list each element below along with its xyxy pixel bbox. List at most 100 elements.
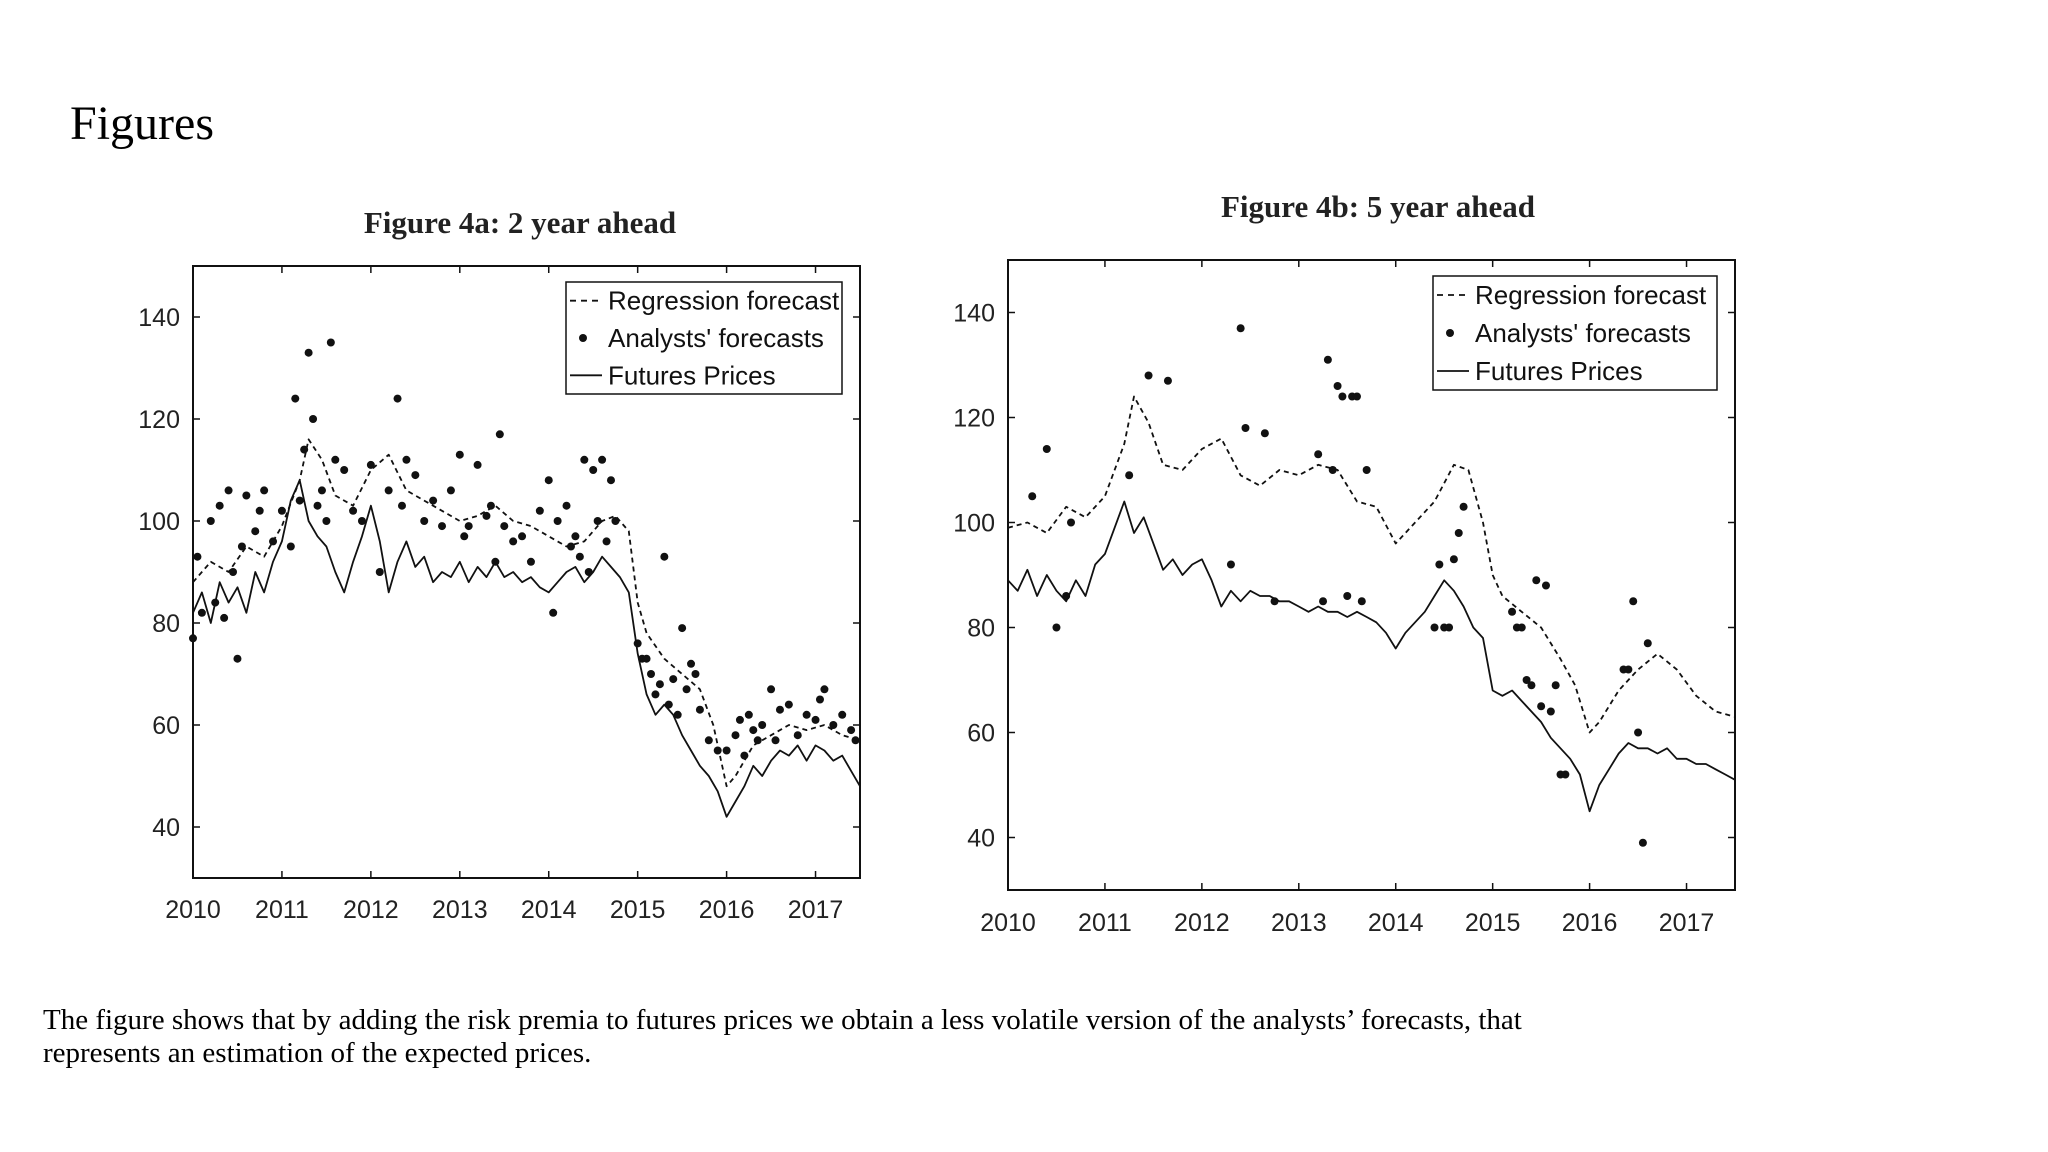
analyst-forecast-point bbox=[593, 517, 602, 525]
analyst-forecast-point bbox=[851, 736, 860, 745]
legend-label: Futures Prices bbox=[1475, 356, 1643, 386]
chart-title: Figure 4b: 5 year ahead bbox=[1221, 189, 1535, 224]
analyst-forecast-point bbox=[1435, 560, 1444, 569]
y-tick-label: 120 bbox=[138, 406, 180, 434]
analyst-forecast-point bbox=[771, 736, 780, 745]
analyst-forecast-point bbox=[1454, 529, 1463, 537]
analyst-forecast-point bbox=[237, 542, 246, 551]
analyst-forecast-point bbox=[455, 450, 464, 459]
analyst-forecast-point bbox=[1144, 371, 1153, 380]
analyst-forecast-point bbox=[1323, 355, 1332, 364]
regression-forecast-line bbox=[1007, 395, 1736, 734]
x-tick-label: 2013 bbox=[432, 896, 488, 924]
analyst-forecast-point bbox=[829, 721, 838, 729]
regression-forecast-line bbox=[192, 438, 861, 788]
analyst-forecast-point bbox=[1638, 838, 1647, 847]
x-tick-label: 2016 bbox=[699, 896, 755, 924]
y-tick-label: 140 bbox=[953, 300, 995, 328]
analyst-forecast-point bbox=[229, 568, 238, 576]
analyst-forecast-point bbox=[220, 613, 229, 622]
analyst-forecast-point bbox=[357, 517, 366, 525]
analyst-forecast-point bbox=[1236, 324, 1245, 333]
y-tick-label: 40 bbox=[967, 825, 995, 853]
y-tick-label: 80 bbox=[152, 610, 180, 638]
caption: The figure shows that by adding the risk… bbox=[43, 1004, 1763, 1070]
analyst-forecast-point bbox=[1260, 429, 1269, 438]
analyst-forecast-point bbox=[429, 496, 438, 505]
y-tick-label: 40 bbox=[152, 814, 180, 842]
analyst-forecast-point bbox=[1333, 382, 1342, 390]
analyst-forecast-point bbox=[397, 501, 406, 510]
analyst-forecast-point bbox=[197, 608, 206, 617]
analyst-forecast-point bbox=[1546, 707, 1555, 716]
analyst-forecast-point bbox=[482, 511, 491, 520]
chart-figure-4a: Figure 4a: 2 year ahead 2010 2011 2012 2013 2… bbox=[138, 205, 861, 924]
analyst-forecast-point bbox=[295, 496, 304, 505]
analyst-forecast-point bbox=[518, 532, 527, 541]
analyst-forecast-point bbox=[673, 710, 682, 719]
analyst-forecast-point bbox=[251, 527, 260, 536]
analyst-forecast-point bbox=[775, 705, 784, 714]
analyst-forecast-point bbox=[366, 460, 375, 469]
futures-prices-line bbox=[192, 479, 861, 818]
legend-marker-analysts bbox=[1446, 329, 1454, 337]
analyst-forecast-point bbox=[1430, 623, 1439, 632]
analyst-forecast-point bbox=[767, 685, 776, 694]
analyst-forecast-point bbox=[375, 568, 384, 576]
legend-label: Regression forecast bbox=[608, 286, 840, 316]
analyst-forecast-point bbox=[393, 394, 402, 403]
x-tick-label: 2017 bbox=[788, 896, 844, 924]
x-tick-label: 2012 bbox=[1174, 909, 1230, 937]
analyst-forecast-point bbox=[349, 506, 358, 515]
chart-title: Figure 4a: 2 year ahead bbox=[364, 205, 676, 240]
x-tick-label: 2013 bbox=[1271, 909, 1327, 937]
analyst-forecast-point bbox=[704, 736, 713, 745]
analyst-forecast-point bbox=[224, 486, 233, 495]
analyst-forecast-point bbox=[669, 675, 678, 684]
analyst-forecast-point bbox=[553, 517, 562, 525]
analyst-forecast-point bbox=[446, 486, 455, 495]
analyst-forecast-point bbox=[309, 415, 318, 423]
analyst-forecast-point bbox=[1338, 392, 1347, 401]
analyst-forecast-point bbox=[647, 670, 656, 678]
analyst-forecast-point bbox=[740, 751, 749, 760]
chart-figure-4b: Figure 4b: 5 year ahead 2010 2011 2012 2013 2… bbox=[953, 189, 1736, 937]
analyst-forecast-point bbox=[847, 726, 856, 735]
analyst-forecast-point bbox=[233, 654, 242, 663]
analyst-forecast-point bbox=[784, 700, 793, 709]
analyst-forecast-point bbox=[189, 634, 197, 643]
analyst-forecast-point bbox=[317, 486, 326, 495]
analyst-forecast-point bbox=[255, 506, 264, 515]
analyst-forecast-point bbox=[1362, 466, 1371, 474]
futures-prices-line bbox=[1007, 500, 1736, 813]
analyst-forecast-point bbox=[260, 486, 269, 495]
plot-frame bbox=[1007, 259, 1736, 891]
x-tick-label: 2017 bbox=[1659, 909, 1715, 937]
analyst-forecast-point bbox=[1537, 702, 1546, 711]
y-tick-label: 60 bbox=[967, 720, 995, 748]
analyst-forecast-point bbox=[793, 731, 802, 740]
analyst-forecast-point bbox=[1314, 450, 1323, 459]
analyst-forecast-point bbox=[300, 445, 309, 454]
legend-label: Futures Prices bbox=[608, 360, 776, 390]
analyst-forecast-point bbox=[749, 726, 758, 735]
analyst-forecast-point bbox=[731, 731, 740, 740]
analyst-forecast-point bbox=[687, 659, 696, 668]
analyst-forecast-point bbox=[206, 517, 215, 525]
analyst-forecast-point bbox=[242, 491, 251, 500]
analyst-forecast-point bbox=[1352, 392, 1361, 401]
x-tick-label: 2016 bbox=[1562, 909, 1618, 937]
analyst-forecast-point bbox=[1508, 607, 1517, 616]
analyst-forecast-point bbox=[1163, 376, 1172, 385]
analyst-forecast-point bbox=[291, 394, 300, 403]
figures-svg: Figure 4a: 2 year ahead 2010 2011 2012 2013 2… bbox=[138, 189, 1736, 937]
analyst-forecast-point bbox=[602, 537, 611, 546]
y-tick-label: 140 bbox=[138, 304, 180, 332]
caption-line-2: represents an estimation of the expected… bbox=[43, 1037, 592, 1069]
x-tick-label: 2014 bbox=[521, 896, 577, 924]
x-tick-label: 2010 bbox=[165, 896, 221, 924]
analyst-forecast-point bbox=[660, 552, 669, 561]
analyst-forecast-point bbox=[1551, 681, 1560, 690]
analyst-forecast-point bbox=[838, 710, 847, 719]
analyst-forecast-point bbox=[811, 715, 820, 724]
